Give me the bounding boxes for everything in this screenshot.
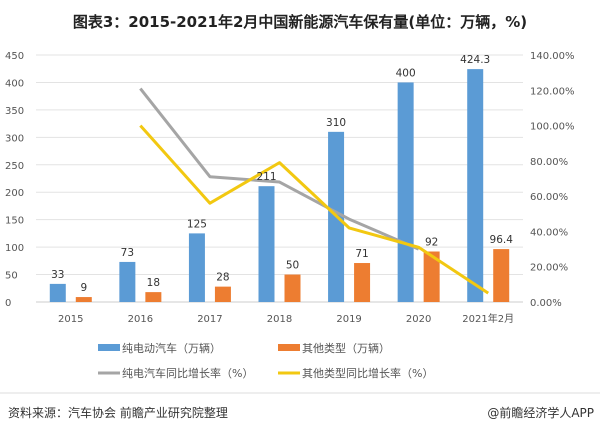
legend-swatch: [278, 344, 300, 351]
y-right-tick: 100.00%: [530, 122, 575, 133]
legend-label: 纯电动汽车（万辆）: [122, 341, 221, 355]
y-left-tick: 0: [5, 298, 11, 309]
data-label: 50: [286, 260, 299, 272]
source-text: 资料来源：汽车协会 前瞻产业研究院整理: [8, 405, 228, 420]
y-left-tick: 50: [5, 271, 18, 282]
data-label: 400: [396, 67, 416, 79]
legend-label: 纯电汽车同比增长率（%）: [122, 366, 253, 380]
y-right-tick: 20.00%: [530, 263, 568, 274]
y-right-tick: 120.00%: [530, 86, 575, 97]
y-left-tick: 350: [5, 106, 24, 117]
credit-text: @前瞻经济学人APP: [487, 405, 594, 420]
x-tick: 2016: [128, 314, 153, 325]
x-tick: 2015: [58, 314, 83, 325]
data-label: 18: [147, 277, 160, 289]
bar-other: [284, 274, 301, 302]
y-left-tick: 150: [5, 216, 24, 227]
x-tick: 2017: [197, 314, 222, 325]
y-right-tick: 140.00%: [530, 51, 575, 62]
data-label: 33: [51, 269, 64, 281]
bar-other: [145, 292, 162, 302]
data-label: 125: [187, 218, 207, 230]
y-right-tick: 80.00%: [530, 157, 568, 168]
bar-other: [75, 297, 92, 302]
y-right-tick: 0.00%: [530, 298, 562, 309]
y-right-tick: 60.00%: [530, 192, 568, 203]
bar-bev: [119, 261, 136, 302]
data-label: 96.4: [490, 234, 514, 246]
bar-other: [493, 249, 510, 302]
y-left-tick: 100: [5, 243, 24, 254]
data-label: 310: [326, 117, 346, 129]
bar-other: [423, 251, 440, 302]
y-right-tick: 40.00%: [530, 227, 568, 238]
x-tick: 2019: [336, 314, 361, 325]
data-label: 28: [216, 272, 229, 284]
x-tick: 2021年2月: [462, 312, 514, 325]
legend-swatch: [98, 344, 120, 351]
data-label: 424.3: [460, 54, 490, 66]
data-label: 211: [256, 171, 276, 183]
y-left-tick: 450: [5, 51, 24, 62]
bar-other: [354, 263, 371, 302]
data-label: 73: [121, 247, 134, 259]
data-label: 71: [355, 248, 368, 260]
legend-label: 其他类型同比增长率（%）: [302, 366, 433, 380]
y-left-tick: 400: [5, 78, 24, 89]
bar-bev: [188, 233, 205, 302]
data-label: 92: [425, 237, 438, 249]
bar-bev: [397, 82, 414, 302]
line-other-growth: [139, 124, 490, 295]
y-left-tick: 300: [5, 133, 24, 144]
bar-other: [214, 286, 231, 302]
x-tick: 2018: [267, 314, 292, 325]
y-left-tick: 200: [5, 188, 24, 199]
x-tick: 2020: [406, 314, 431, 325]
bar-bev: [258, 186, 275, 302]
bar-bev: [49, 283, 66, 302]
y-left-tick: 250: [5, 161, 24, 172]
chart-title: 图表3：2015-2021年2月中国新能源汽车保有量(单位：万辆，%): [73, 13, 527, 31]
legend-label: 其他类型（万辆）: [302, 341, 390, 355]
line-bev-growth: [139, 87, 420, 251]
data-label: 9: [80, 282, 87, 294]
bar-bev: [467, 69, 484, 302]
